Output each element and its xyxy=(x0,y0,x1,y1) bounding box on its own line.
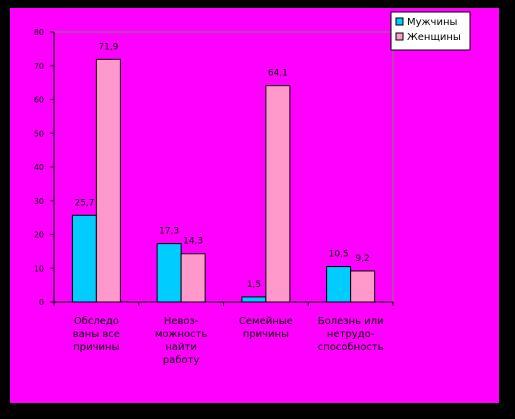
y-tick-label: 20 xyxy=(34,231,44,240)
x-tick-label-line: причины xyxy=(73,342,119,353)
x-tick-label-line: Семейные xyxy=(239,316,293,327)
x-tick-label-line: нетрудо- xyxy=(327,329,375,340)
y-tick-label: 40 xyxy=(34,163,44,172)
x-axis: Обследо ваны все причины Невоз-можность найт… xyxy=(53,301,394,366)
data-label: 64,1 xyxy=(268,69,288,79)
legend-box xyxy=(390,11,471,51)
bar-women xyxy=(95,58,121,303)
y-tick-label: 80 xyxy=(34,28,44,37)
data-labels: 25,7 71,9 17,3 14,3 1,5 64,1 10,5 9,2 xyxy=(74,42,369,290)
y-tick-label: 30 xyxy=(34,197,44,206)
x-tick-label: Обследо ваны все причины xyxy=(73,316,120,353)
x-tick-label-line: Обследо xyxy=(74,316,119,327)
bar-men xyxy=(156,243,182,303)
x-tick-label-line: работу xyxy=(163,355,200,366)
data-label: 9,2 xyxy=(355,254,369,264)
x-tick-label: Семейные причины xyxy=(239,316,293,340)
y-tick-label: 60 xyxy=(34,96,44,105)
data-label: 71,9 xyxy=(98,42,118,52)
legend-swatch xyxy=(395,17,404,26)
x-tick-label: Невоз-можность найти работу xyxy=(155,316,208,366)
y-tick-label: 0 xyxy=(39,298,44,307)
bar-men xyxy=(241,296,267,303)
y-tick-label: 70 xyxy=(34,62,44,71)
x-tick-label-line: ваны все xyxy=(73,329,120,340)
data-label: 14,3 xyxy=(183,237,203,247)
data-label: 25,7 xyxy=(74,198,94,208)
x-tick-label-line: можность xyxy=(155,329,208,340)
bar-men xyxy=(326,266,352,303)
bar-women xyxy=(265,85,291,303)
x-tick-label-line: Невоз- xyxy=(164,316,199,327)
data-label: 1,5 xyxy=(247,280,261,290)
legend: Мужчины Женщины xyxy=(390,11,471,51)
bar-women xyxy=(180,253,206,303)
y-axis: 0 10 20 30 40 50 60 70 80 xyxy=(34,28,55,307)
x-tick-label: Болезнь или нетрудо-способность xyxy=(318,316,384,353)
x-tick-label-line: способность xyxy=(318,342,384,353)
x-tick-label-line: причины xyxy=(243,329,289,340)
legend-label: Мужчины xyxy=(407,17,457,28)
data-label: 10,5 xyxy=(329,250,349,260)
x-tick-label-line: Болезнь или xyxy=(318,316,384,327)
bar-women xyxy=(350,270,376,303)
bar-men xyxy=(71,214,97,303)
legend-swatch xyxy=(395,32,404,41)
data-label: 17,3 xyxy=(159,227,179,237)
bars xyxy=(71,58,376,303)
y-tick-label: 50 xyxy=(34,129,44,138)
y-tick-label: 10 xyxy=(34,264,44,273)
x-tick-label-line: найти xyxy=(165,342,197,353)
legend-label: Женщины xyxy=(407,32,461,43)
